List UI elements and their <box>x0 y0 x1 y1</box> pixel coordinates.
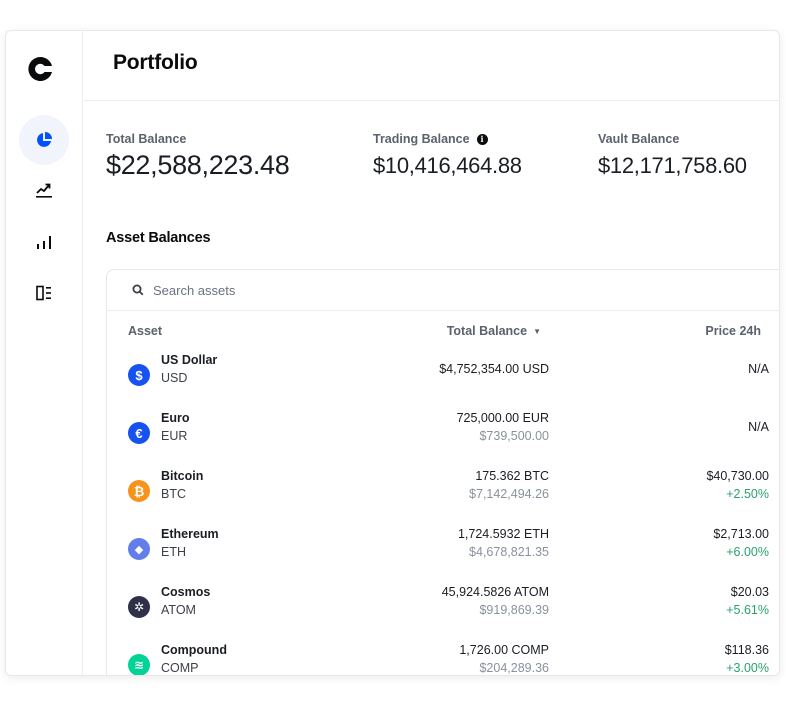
asset-price-change: +2.50% <box>726 487 769 501</box>
asset-price: N/A <box>748 420 769 434</box>
portfolio-window: Portfolio Total Balance $22,588,223.48 T… <box>5 30 780 676</box>
asset-balance-usd: $204,289.36 <box>479 661 549 675</box>
trading-balance-value: $10,416,464.88 <box>373 153 522 178</box>
table-row[interactable]: ◆ Ethereum ETH 1,724.5932 ETH $4,678,821… <box>107 525 779 583</box>
asset-price-change: +5.61% <box>726 603 769 617</box>
trading-balance-label: Trading Balance i <box>373 131 522 147</box>
trading-balance: Trading Balance i $10,416,464.88 <box>373 131 522 179</box>
asset-balance: 1,726.00 COMP <box>459 643 549 657</box>
asset-balance: 725,000.00 EUR <box>456 411 549 425</box>
asset-balance: $4,752,354.00 USD <box>439 362 549 376</box>
asset-symbol: ETH <box>161 545 186 559</box>
sidebar-item-trade[interactable] <box>19 165 69 215</box>
trading-balance-label-text: Trading Balance <box>373 132 470 146</box>
total-balance: Total Balance $22,588,223.48 <box>106 131 290 181</box>
column-total-balance[interactable]: Total Balance ▼ <box>447 324 541 338</box>
vault-balance-label: Vault Balance <box>598 132 680 146</box>
column-asset[interactable]: Asset <box>128 324 163 338</box>
info-icon[interactable]: i <box>476 133 488 145</box>
asset-symbol: COMP <box>161 661 199 675</box>
page-header: Portfolio <box>84 31 779 101</box>
pie-chart-icon <box>37 132 52 147</box>
search-bar <box>107 270 779 311</box>
asset-balance-usd: $7,142,494.26 <box>469 487 549 501</box>
column-total-balance-label: Total Balance <box>446 324 528 338</box>
asset-balance: 175.362 BTC <box>475 469 549 483</box>
asset-balance-usd: $4,678,821.35 <box>469 545 549 559</box>
asset-name: Compound <box>161 643 227 657</box>
table-row[interactable]: € Euro EUR 725,000.00 EUR $739,500.00 N/… <box>107 409 779 467</box>
main-content: Portfolio Total Balance $22,588,223.48 T… <box>84 31 779 675</box>
vault-balance: Vault Balance $12,171,758.60 <box>598 131 747 179</box>
sidebar-item-reports[interactable] <box>19 217 69 267</box>
ethereum-coin-icon: ◆ <box>128 538 150 560</box>
asset-price: $2,713.00 <box>713 527 769 541</box>
asset-name: Bitcoin <box>161 469 204 483</box>
asset-price: N/A <box>748 362 769 376</box>
asset-symbol: ATOM <box>161 603 196 617</box>
page-title: Portfolio <box>113 51 198 74</box>
asset-name: Cosmos <box>161 585 211 599</box>
sort-desc-icon: ▼ <box>533 326 541 336</box>
asset-price: $118.36 <box>724 643 769 657</box>
usd-coin-icon: $ <box>128 364 150 386</box>
euro-coin-icon: € <box>128 422 150 444</box>
asset-price: $20.03 <box>730 585 769 599</box>
column-price-24h[interactable]: Price 24h <box>705 324 761 338</box>
list-panel-icon <box>36 285 51 301</box>
asset-price-change: +3.00% <box>726 661 769 675</box>
asset-name: Ethereum <box>161 527 219 541</box>
trending-up-icon <box>36 183 52 198</box>
bitcoin-coin-icon: ₿ <box>128 480 150 502</box>
search-input[interactable] <box>153 282 453 298</box>
table-header: Asset Total Balance ▼ Price 24h <box>107 311 779 351</box>
table-row[interactable]: ✲ Cosmos ATOM 45,924.5826 ATOM $919,869.… <box>107 583 779 641</box>
cosmos-coin-icon: ✲ <box>128 596 150 618</box>
vault-balance-value: $12,171,758.60 <box>598 153 747 178</box>
table-row[interactable]: ≋ Compound COMP 1,726.00 COMP $204,289.3… <box>107 641 779 675</box>
asset-price-change: +6.00% <box>726 545 769 559</box>
table-row[interactable]: $ US Dollar USD $4,752,354.00 USD N/A <box>107 351 779 409</box>
asset-balance: 45,924.5826 ATOM <box>441 585 549 599</box>
asset-name: Euro <box>161 411 190 425</box>
asset-price: $40,730.00 <box>706 469 769 483</box>
coinbase-logo[interactable] <box>25 55 55 83</box>
asset-balance: 1,724.5932 ETH <box>457 527 549 541</box>
sidebar <box>6 31 83 675</box>
asset-balances-title: Asset Balances <box>106 230 211 246</box>
asset-symbol: EUR <box>161 429 188 443</box>
asset-balance-usd: $919,869.39 <box>479 603 549 617</box>
bar-chart-icon <box>37 236 51 249</box>
sidebar-item-portfolio[interactable] <box>19 115 69 165</box>
asset-balances-table: Asset Total Balance ▼ Price 24h $ US Dol… <box>106 269 779 675</box>
table-body: $ US Dollar USD $4,752,354.00 USD N/A € … <box>107 351 779 675</box>
search-icon <box>132 284 144 296</box>
asset-name: US Dollar <box>161 353 218 367</box>
sidebar-item-activity[interactable] <box>19 268 69 318</box>
table-row[interactable]: ₿ Bitcoin BTC 175.362 BTC $7,142,494.26 … <box>107 467 779 525</box>
balance-summary: Total Balance $22,588,223.48 Trading Bal… <box>84 131 779 191</box>
compound-coin-icon: ≋ <box>128 654 150 675</box>
asset-balance-usd: $739,500.00 <box>479 429 549 443</box>
total-balance-label: Total Balance <box>106 132 187 146</box>
asset-symbol: BTC <box>161 487 186 501</box>
total-balance-value: $22,588,223.48 <box>106 150 290 180</box>
asset-symbol: USD <box>161 371 188 385</box>
